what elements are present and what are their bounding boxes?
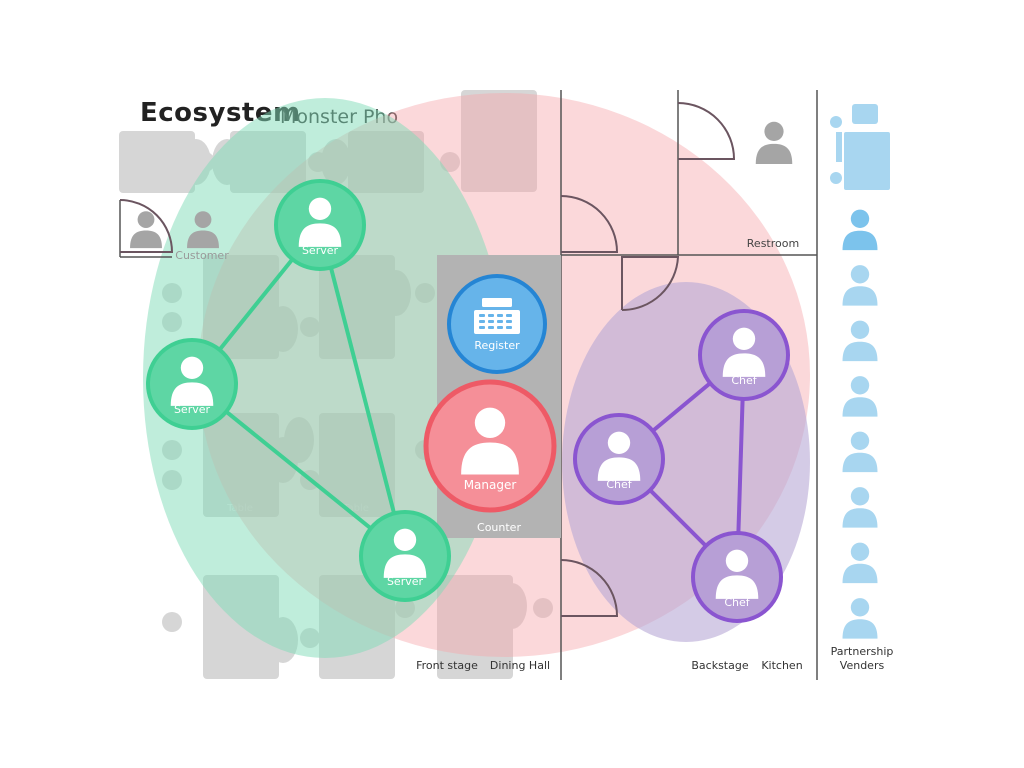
chair-back <box>497 583 527 629</box>
server-node: Server <box>146 338 238 430</box>
manager-label: Manager <box>464 478 517 492</box>
server-node: Server <box>359 510 451 602</box>
chef-node: Chef <box>691 531 783 623</box>
vendor-person-icon <box>842 376 878 417</box>
customer-label: Customer <box>175 249 229 262</box>
vendor-person-icon <box>842 598 878 639</box>
delivery-truck-icon <box>830 104 890 190</box>
server-node-label: Server <box>174 403 211 416</box>
table <box>119 131 195 193</box>
chef-node: Chef <box>573 413 665 505</box>
chef-node: Chef <box>698 309 790 401</box>
vendor-person-icon <box>842 265 878 306</box>
server-node-label: Server <box>387 575 424 588</box>
backstage-label: Backstage <box>691 659 748 672</box>
server-link <box>318 224 407 557</box>
vendor-person-icon <box>842 320 878 362</box>
chef-node-label: Chef <box>606 478 632 491</box>
chair <box>162 612 182 632</box>
vendor-person-icon <box>842 542 878 584</box>
vendors-label-line1: Partnership <box>831 645 894 658</box>
chef-node-label: Chef <box>724 596 750 609</box>
vendor-person-icon <box>842 209 878 251</box>
manager-node: Manager <box>423 379 557 513</box>
role-nodes: Server Server Server Chef Chef Chef <box>146 179 790 623</box>
counter-label: Counter <box>477 521 521 534</box>
vendor-person-icon <box>842 431 878 473</box>
vendor-list <box>842 209 878 639</box>
vendors-label-line2: Venders <box>840 659 885 672</box>
cash-register-icon <box>474 298 520 334</box>
server-node: Server <box>274 179 366 271</box>
table <box>461 90 537 192</box>
chair <box>440 152 460 172</box>
server-node-label: Server <box>302 244 339 257</box>
front-stage-label: Front stage <box>416 659 478 672</box>
dining-hall-label: Dining Hall <box>490 659 550 672</box>
doors <box>119 102 736 617</box>
restroom-person-icon <box>755 121 793 165</box>
register-label: Register <box>474 339 520 352</box>
kitchen-label: Kitchen <box>761 659 802 672</box>
table <box>437 575 513 679</box>
chef-node-label: Chef <box>731 374 757 387</box>
vendor-person-icon <box>842 487 878 528</box>
chair <box>533 598 553 618</box>
register-node: Register <box>447 274 547 374</box>
restroom-label: Restroom <box>747 237 799 250</box>
